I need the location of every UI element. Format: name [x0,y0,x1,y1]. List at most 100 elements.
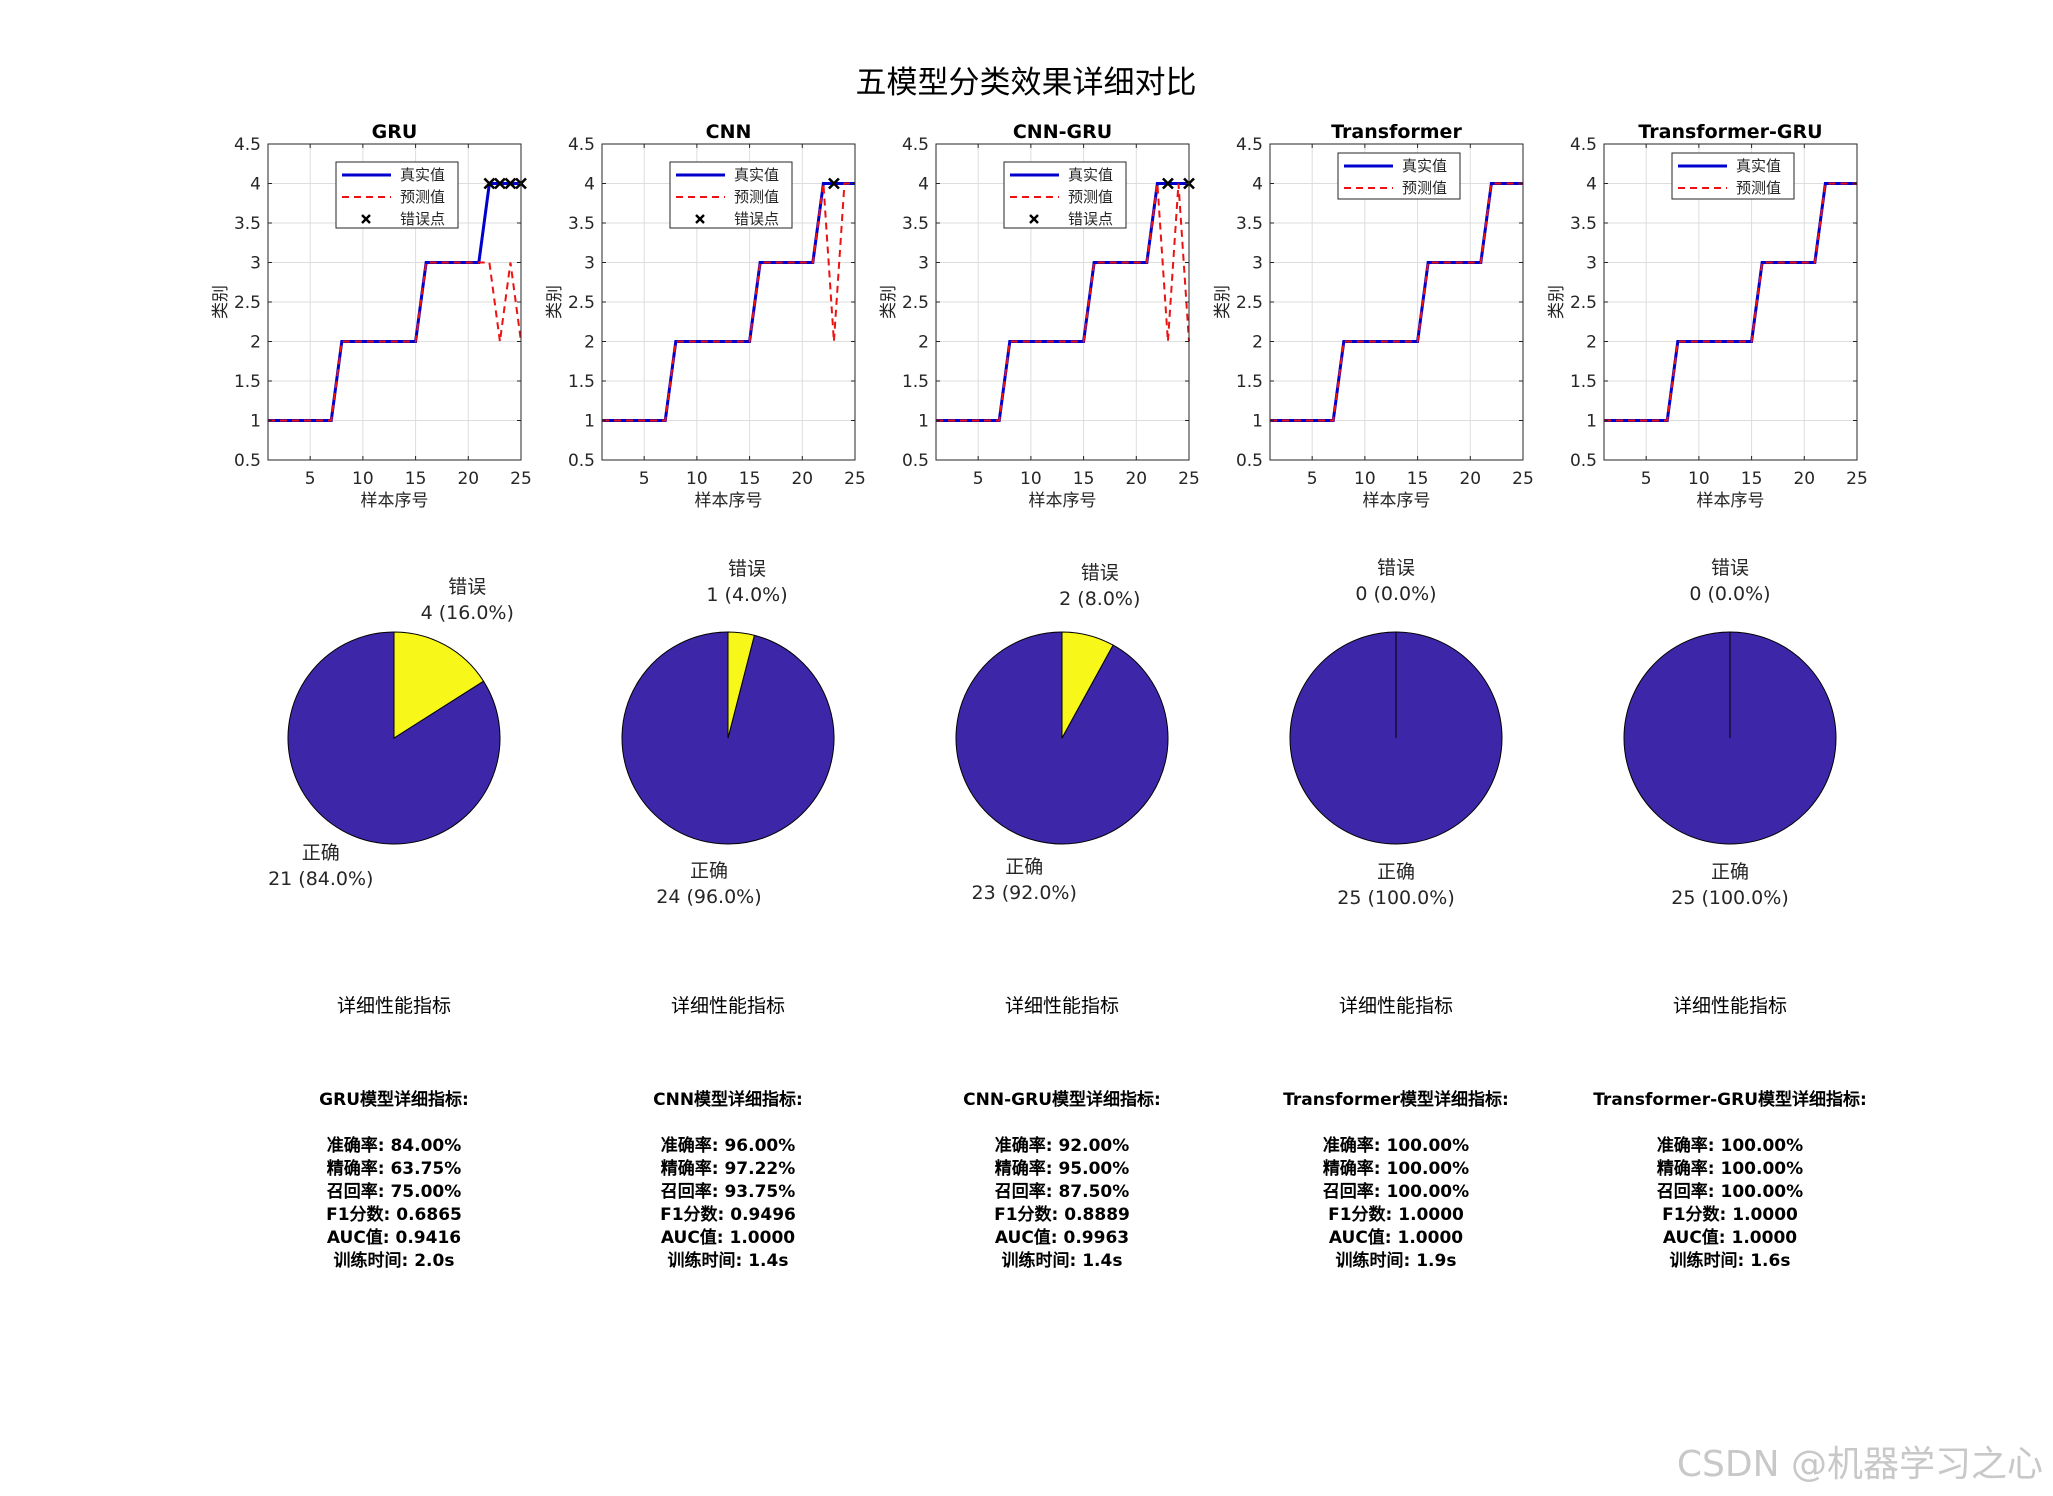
metric-line: 准确率: 92.00% [995,1135,1130,1156]
x-tick-label: 10 [1354,469,1376,489]
metric-line: 召回率: 100.00% [1657,1181,1803,1202]
y-tick-label: 2.5 [1570,293,1597,313]
y-tick-label: 3.5 [1570,214,1597,234]
y-tick-label: 1.5 [1236,372,1263,392]
metric-line: F1分数: 1.0000 [1662,1204,1798,1225]
x-axis-label: 样本序号 [1363,491,1431,511]
y-tick-label: 1 [1586,412,1597,432]
y-tick-label: 4.5 [1570,135,1597,155]
x-tick-label: 25 [1178,469,1200,489]
panel-2: 0.5 1 1.5 2 2.5 3 3.5 4 4.5 5 10 15 20 25 样本序号 类别 CNN 真实值… [545,121,866,1271]
pie-label-correct-value: 23 (92.0%) [971,882,1076,904]
y-tick-label: 4 [1252,175,1263,195]
x-tick-label: 15 [1407,469,1429,489]
y-tick-label: 1.5 [1570,372,1597,392]
y-tick-label: 1 [918,412,929,432]
metrics-block: 详细性能指标 Transformer-GRU模型详细指标: 准确率: 100.00%… [1593,995,1867,1271]
metric-line: F1分数: 0.9496 [660,1204,796,1225]
y-axis-label: 类别 [1547,285,1567,319]
metric-line: 准确率: 100.00% [1323,1135,1469,1156]
x-tick-label: 10 [352,469,374,489]
pie-label-error-value: 0 (0.0%) [1355,583,1436,605]
error-point-marker [493,177,506,190]
pie-label-error-name: 错误 [448,576,486,598]
y-tick-label: 3.5 [1236,214,1263,234]
y-tick-label: 1.5 [902,372,929,392]
panel-5: 0.5 1 1.5 2 2.5 3 3.5 4 4.5 5 10 15 20 25 样本序号 类别 Transf… [1547,121,1868,1271]
legend-label: 预测值 [734,188,779,206]
legend-label: 预测值 [1736,179,1781,197]
panel-4: 0.5 1 1.5 2 2.5 3 3.5 4 4.5 5 10 15 20 25 样本序号 类别 Transf… [1213,121,1534,1271]
metric-line: 训练时间: 1.4s [1002,1250,1123,1271]
y-tick-label: 2 [584,333,595,353]
metric-line: 精确率: 95.00% [995,1158,1130,1179]
metrics-heading: 详细性能指标 [1673,995,1787,1017]
pie-label-correct-value: 25 (100.0%) [1337,887,1455,909]
pie-label-correct-name: 正确 [302,842,340,864]
legend-box [1003,161,1127,229]
x-tick-label: 20 [1125,469,1147,489]
x-tick-label: 25 [510,469,532,489]
legend-label: 错误点 [1068,210,1113,228]
legend-box [669,161,793,229]
y-tick-label: 1 [584,412,595,432]
y-tick-label: 2 [1586,333,1597,353]
y-tick-label: 3 [250,254,261,274]
x-tick-label: 5 [1307,469,1318,489]
plot-title: CNN-GRU [1013,121,1112,143]
y-tick-label: 1 [250,412,261,432]
x-tick-label: 5 [1641,469,1652,489]
x-tick-label: 5 [639,469,650,489]
y-tick-label: 3 [584,254,595,274]
metric-line: F1分数: 1.0000 [1328,1204,1464,1225]
metrics-heading: 详细性能指标 [671,995,785,1017]
metrics-heading: 详细性能指标 [337,995,451,1017]
x-tick-label: 25 [1846,469,1868,489]
y-tick-label: 3.5 [902,214,929,234]
pie-label-error-value: 1 (4.0%) [706,584,787,606]
y-tick-label: 4 [584,175,595,195]
metric-line: 精确率: 100.00% [1323,1158,1469,1179]
error-point-marker [1162,177,1174,190]
y-axis-label: 类别 [1213,285,1233,319]
y-tick-label: 0.5 [1236,451,1263,471]
metric-line: 召回率: 100.00% [1323,1181,1469,1202]
y-tick-label: 4 [918,175,929,195]
y-tick-label: 2.5 [902,293,929,313]
x-tick-label: 5 [305,469,316,489]
legend-box [1671,152,1795,200]
metric-line: 精确率: 63.75% [327,1158,462,1179]
pie-label-correct-value: 25 (100.0%) [1671,887,1789,909]
y-tick-label: 0.5 [234,451,261,471]
x-tick-label: 10 [686,469,708,489]
legend-error-swatch [1029,214,1039,224]
pie-chart: 错误 0 (0.0%) 正确 25 (100.0%) [1289,557,1503,909]
metric-line: F1分数: 0.8889 [994,1204,1130,1225]
x-axis-label: 样本序号 [1029,491,1097,511]
y-axis-label: 类别 [879,285,899,319]
watermark: CSDN @机器学习之心 [1677,1444,2043,1485]
metric-line: AUC值: 1.0000 [1663,1227,1797,1248]
pie-label-error-name: 错误 [1377,557,1415,579]
metrics-header: GRU模型详细指标: [319,1089,469,1110]
metrics-block: 详细性能指标 GRU模型详细指标: 准确率: 84.00%精确率: 63.75%召回… [319,995,469,1271]
y-tick-label: 3 [918,254,929,274]
metric-line: AUC值: 1.0000 [1329,1227,1463,1248]
y-axis-label: 类别 [211,285,231,319]
y-tick-label: 2 [250,333,261,353]
metric-line: 精确率: 100.00% [1657,1158,1803,1179]
series-pred-line [1604,182,1857,422]
pie-label-error-value: 0 (0.0%) [1689,583,1770,605]
panels-container: 0.511.522.533.544.55 10 15 20 25样本序号类别GRU真实值… [211,121,1868,1271]
y-tick-label: 2 [918,333,929,353]
series-pred-line [268,261,522,422]
legend-label: 预测值 [1068,188,1113,206]
y-tick-label: 0.5 [902,451,929,471]
legend-error-swatch [361,214,371,224]
x-tick-label: 25 [844,469,866,489]
pie-chart: 错误 2 (8.0%) 正确 23 (92.0%) [955,562,1169,904]
